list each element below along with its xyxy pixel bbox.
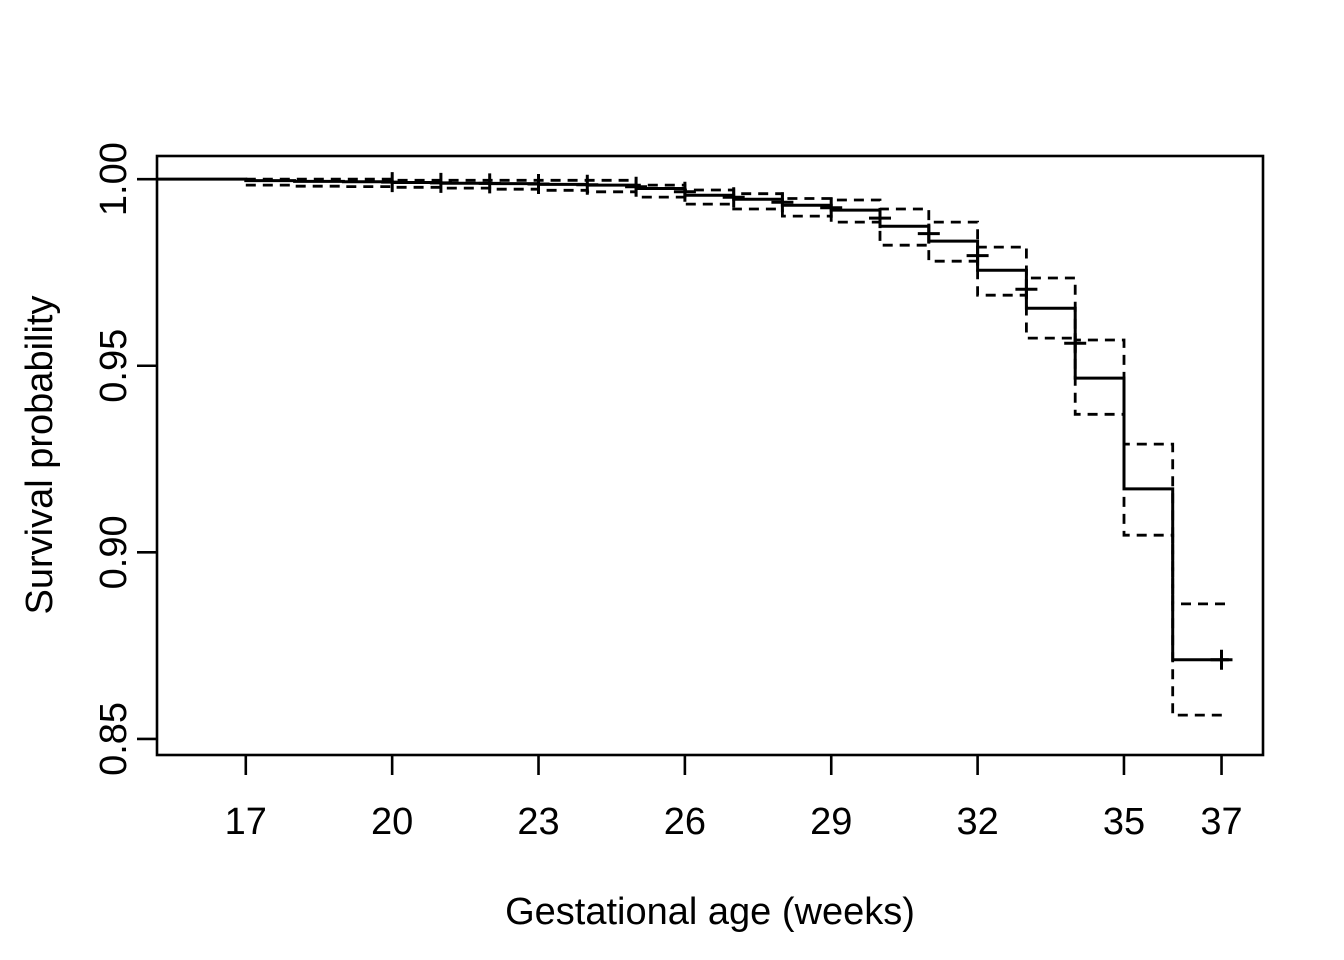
censor-mark <box>625 176 648 197</box>
censor-mark <box>1064 333 1087 354</box>
censor-mark <box>1015 279 1038 300</box>
y-axis-title: Survival probability <box>19 296 61 615</box>
x-tick-label: 29 <box>810 801 852 843</box>
y-tick-label: 0.95 <box>93 329 135 403</box>
censor-mark <box>820 197 843 218</box>
x-tick-label: 26 <box>664 801 706 843</box>
x-tick-label: 32 <box>956 801 998 843</box>
y-axis: 1.00 0.95 0.90 0.85 <box>93 142 157 776</box>
censor-mark <box>478 173 501 194</box>
km-curve <box>157 177 1229 662</box>
y-tick-label: 0.85 <box>93 702 135 776</box>
censor-mark <box>869 208 891 229</box>
x-tick-label: 37 <box>1200 801 1242 843</box>
y-tick-label: 0.90 <box>93 515 135 589</box>
x-tick-label: 23 <box>517 801 559 843</box>
km-curve-line <box>157 177 1229 662</box>
confidence-bands <box>245 177 1229 717</box>
censor-mark <box>673 181 696 202</box>
x-tick-label: 20 <box>371 801 413 843</box>
x-axis-title: Gestational age (weeks) <box>505 891 915 933</box>
censor-mark <box>722 187 745 208</box>
plot-box <box>155 154 1265 757</box>
ci-lower-line <box>245 183 1229 717</box>
ci-upper-line <box>245 177 1229 606</box>
censor-mark <box>1210 649 1233 670</box>
y-tick-label: 1.00 <box>93 142 135 216</box>
x-tick-label: 17 <box>225 801 267 843</box>
censor-mark <box>771 192 794 213</box>
censor-mark <box>576 174 599 195</box>
censor-mark <box>381 172 404 193</box>
censor-mark <box>527 174 550 194</box>
x-tick-label: 35 <box>1103 801 1145 843</box>
censor-marks <box>381 172 1233 670</box>
x-axis: 17 20 23 26 29 32 35 37 <box>225 755 1243 843</box>
censor-mark <box>429 172 452 193</box>
censor-mark <box>917 223 940 244</box>
censor-mark <box>966 245 989 266</box>
